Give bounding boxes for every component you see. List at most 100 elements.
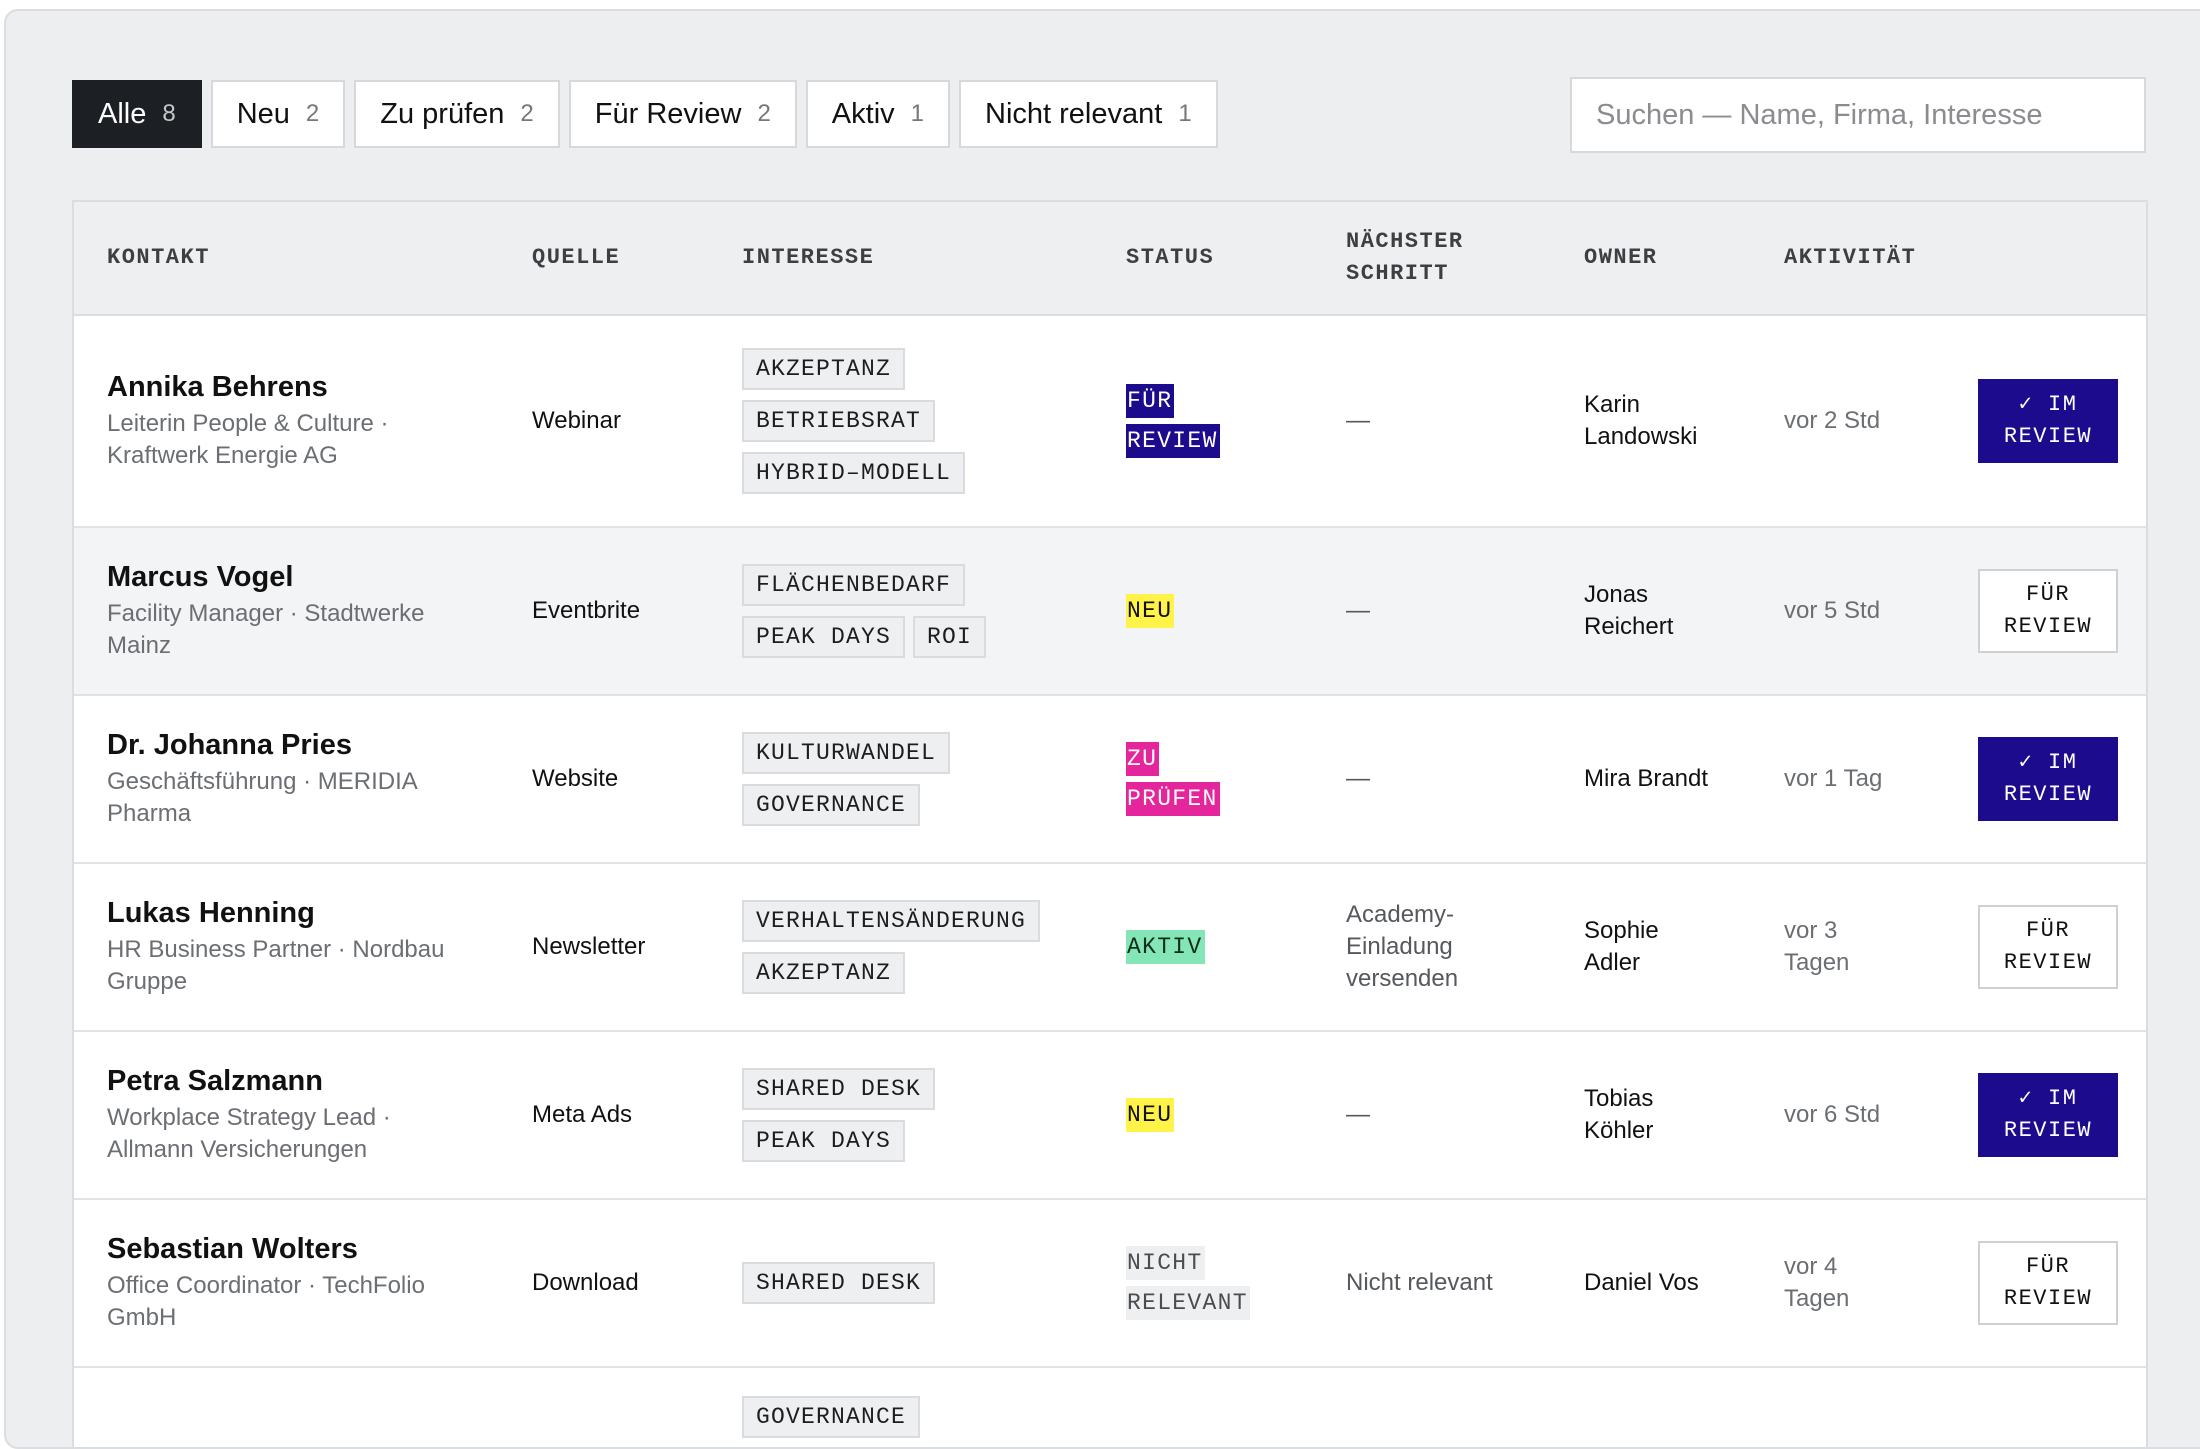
action-label-line2: REVIEW — [2003, 1118, 2093, 1143]
activity-cell: vor 4 Tagen — [1784, 1200, 1934, 1366]
tab-nicht-relevant[interactable]: Nicht relevant 1 — [959, 80, 1218, 148]
interest-cell: AKZEPTANZ BETRIEBSRAT HYBRID–MODELL — [742, 316, 1072, 526]
contact-role: HR Business Partner · Nordbau — [107, 935, 445, 963]
im-review-button[interactable]: ✓ IM REVIEW — [1978, 1073, 2118, 1157]
action-cell: FÜR REVIEW — [1978, 864, 2118, 1030]
search-input[interactable] — [1570, 77, 2146, 153]
table-row[interactable]: Dr. Johanna Pries Geschäftsführung · MER… — [74, 696, 2146, 864]
column-header-contact[interactable]: KONTAKT — [107, 245, 210, 270]
tab-label: Aktiv — [831, 97, 895, 130]
contact-company: Mainz — [107, 631, 172, 659]
im-review-button[interactable]: ✓ IM REVIEW — [1978, 379, 2118, 463]
activity-value: vor 6 Std — [1784, 1101, 1881, 1128]
tab-count: 1 — [1178, 100, 1192, 127]
source-value: Download — [532, 1269, 639, 1296]
status-badge-line1: AKTIV — [1126, 930, 1205, 964]
interest-tag: BETRIEBSRAT — [742, 400, 936, 442]
column-header-source[interactable]: QUELLE — [532, 245, 621, 270]
interest-cell: SHARED DESK — [742, 1200, 1072, 1366]
filter-tabs: Alle 8 Neu 2 Zu prüfen 2 Für Review 2 Ak… — [72, 80, 1218, 148]
column-header-activity[interactable]: AKTIVITÄT — [1784, 245, 1917, 270]
action-label-line1: FÜR — [2025, 582, 2071, 607]
action-label-line2: REVIEW — [2003, 950, 2093, 975]
status-cell: FÜR REVIEW — [1126, 316, 1266, 526]
tab-fuer-review[interactable]: Für Review 2 — [568, 80, 797, 148]
column-header-owner[interactable]: OWNER — [1584, 245, 1658, 270]
table-row[interactable]: Lukas Henning HR Business Partner · Nord… — [74, 864, 2146, 1032]
owner-name: Mira Brandt — [1584, 765, 1709, 792]
table-row[interactable]: Sebastian Wolters Office Coordinator · T… — [74, 1200, 2146, 1368]
table-row[interactable]: Annika Behrens Leiterin People & Culture… — [74, 316, 2146, 528]
status-cell: ZU PRÜFEN — [1126, 696, 1266, 862]
activity-value-line1: vor 4 — [1784, 1253, 1838, 1280]
tab-label: Für Review — [594, 97, 742, 130]
next-step-value: — — [1346, 1101, 1370, 1128]
tab-label: Alle — [98, 97, 147, 130]
activity-cell: vor 1 Tag — [1784, 696, 1934, 862]
contact-company: Gruppe — [107, 967, 188, 995]
contact-role: Geschäftsführung · MERIDIA — [107, 767, 418, 795]
im-review-button[interactable]: ✓ IM REVIEW — [1978, 737, 2118, 821]
contact-cell: Sebastian Wolters Office Coordinator · T… — [107, 1200, 487, 1366]
owner-cell: Jonas Reichert — [1584, 528, 1754, 694]
table-row[interactable]: Marcus Vogel Facility Manager · Stadtwer… — [74, 528, 2146, 696]
tab-aktiv[interactable]: Aktiv 1 — [805, 80, 950, 148]
contact-company: Kraftwerk Energie AG — [107, 441, 338, 469]
column-header-next-step[interactable]: NÄCHSTER SCHRITT — [1346, 202, 1464, 314]
next-step-line1: Academy- — [1346, 901, 1455, 928]
activity-value: vor 2 Std — [1784, 407, 1881, 434]
action-label-line2: REVIEW — [2003, 782, 2093, 807]
next-step-value: Nicht relevant — [1346, 1269, 1493, 1296]
app-window: Alle 8 Neu 2 Zu prüfen 2 Für Review 2 Ak… — [4, 9, 2200, 1449]
contact-cell: Dr. Johanna Pries Geschäftsführung · MER… — [107, 696, 487, 862]
action-label-line2: REVIEW — [2003, 1286, 2093, 1311]
contact-name: Marcus Vogel — [107, 560, 294, 593]
fuer-review-button[interactable]: FÜR REVIEW — [1978, 905, 2118, 989]
fuer-review-button[interactable]: FÜR REVIEW — [1978, 569, 2118, 653]
column-header-interest[interactable]: INTERESSE — [742, 245, 875, 270]
next-step-cell: — — [1346, 1032, 1546, 1198]
action-label-line1: FÜR — [2025, 1254, 2071, 1279]
tab-zu-pruefen[interactable]: Zu prüfen 2 — [354, 80, 560, 148]
column-header-status[interactable]: STATUS — [1126, 245, 1215, 270]
fuer-review-button[interactable]: FÜR REVIEW — [1978, 1241, 2118, 1325]
contact-company: GmbH — [107, 1303, 177, 1331]
status-badge-line1: NEU — [1126, 1098, 1175, 1132]
interest-cell: GOVERNANCE — [742, 1368, 1072, 1447]
contact-role: Office Coordinator · TechFolio — [107, 1271, 425, 1299]
next-step-value: — — [1346, 765, 1370, 792]
contact-name: Dr. Johanna Pries — [107, 728, 352, 761]
interest-cell: VERHALTENSÄNDERUNG AKZEPTANZ — [742, 864, 1072, 1030]
next-step-cell: Academy- Einladung versenden — [1346, 864, 1546, 1030]
action-label-line1: ✓ IM — [2018, 1086, 2078, 1111]
tab-neu[interactable]: Neu 2 — [210, 80, 346, 148]
status-badge-line2: REVIEW — [1126, 424, 1220, 458]
status-badge: ZU PRÜFEN — [1126, 739, 1266, 819]
owner-last-name: Reichert — [1584, 613, 1674, 640]
interest-cell: FLÄCHENBEDARF PEAK DAYS ROI — [742, 528, 1072, 694]
contact-company: Allmann Versicherungen — [107, 1135, 368, 1163]
activity-value: vor 1 Tag — [1784, 765, 1883, 792]
source-cell: Eventbrite — [532, 528, 732, 694]
source-value: Website — [532, 765, 619, 792]
tab-alle[interactable]: Alle 8 — [72, 80, 202, 148]
next-step-cell: — — [1346, 696, 1546, 862]
next-step-line2: Einladung — [1346, 933, 1453, 960]
owner-first-name: Jonas — [1584, 581, 1649, 608]
table-row[interactable]: GOVERNANCE — [74, 1368, 2146, 1447]
table-row[interactable]: Petra Salzmann Workplace Strategy Lead ·… — [74, 1032, 2146, 1200]
interest-tag: AKZEPTANZ — [742, 952, 906, 994]
interest-tag: FLÄCHENBEDARF — [742, 564, 966, 606]
status-cell: NICHT RELEVANT — [1126, 1200, 1266, 1366]
owner-last-name: Köhler — [1584, 1117, 1654, 1144]
action-cell: ✓ IM REVIEW — [1978, 1032, 2118, 1198]
tab-count: 2 — [520, 100, 534, 127]
action-cell: ✓ IM REVIEW — [1978, 316, 2118, 526]
activity-value: vor 5 Std — [1784, 597, 1881, 624]
column-header-next-step-line2: SCHRITT — [1346, 261, 1449, 286]
status-cell: NEU — [1126, 528, 1266, 694]
interest-tag: AKZEPTANZ — [742, 348, 906, 390]
contact-role: Workplace Strategy Lead · — [107, 1103, 391, 1131]
contact-role: Facility Manager · Stadtwerke — [107, 599, 425, 627]
source-value: Meta Ads — [532, 1101, 633, 1128]
